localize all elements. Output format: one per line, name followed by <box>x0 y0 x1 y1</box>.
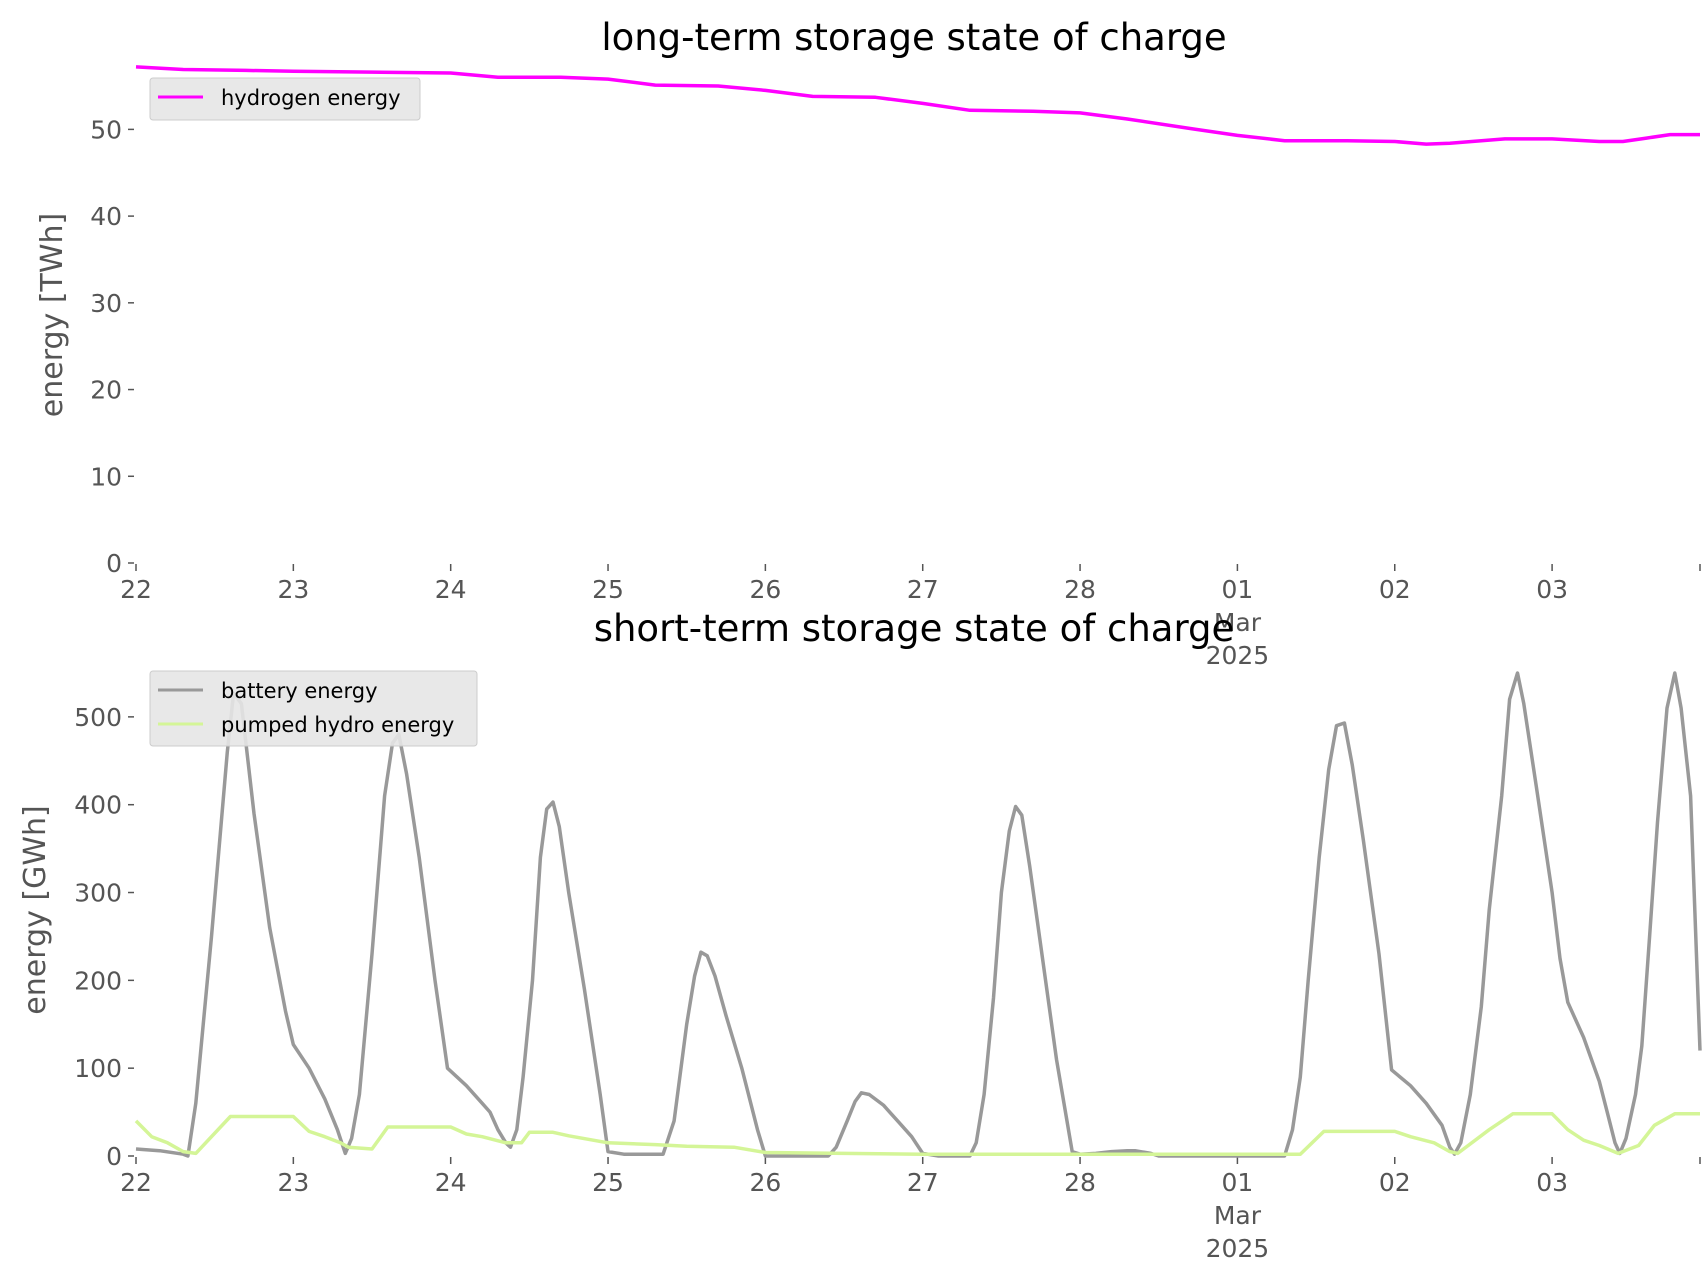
x-tick-sublabel: 2025 <box>1206 1234 1270 1263</box>
y-axis-label: energy [TWh] <box>35 213 70 417</box>
chart-title: short-term storage state of charge <box>594 607 1235 650</box>
x-tick-label: 22 <box>120 575 152 604</box>
legend-box <box>149 670 478 747</box>
short-term-storage-panel: short-term storage state of charge energ… <box>18 607 1702 1263</box>
x-tick-label: 26 <box>749 575 781 604</box>
x-tick-label: 23 <box>277 575 309 604</box>
y-tick-label: 400 <box>74 791 122 820</box>
long-term-storage-panel: long-term storage state of charge energy… <box>35 16 1701 670</box>
x-axis-ticks: 22 23 24 25 26 27 28 01 Mar 2025 02 03 <box>120 564 1701 670</box>
y-axis-label: energy [GWh] <box>18 805 53 1014</box>
y-tick-label: 30 <box>90 289 122 318</box>
series-line-0 <box>135 65 1700 146</box>
x-tick-label: 23 <box>277 1168 309 1197</box>
x-tick-label: 02 <box>1379 1168 1411 1197</box>
y-axis-ticks: 0 10 20 30 40 50 <box>90 115 134 578</box>
y-axis-ticks: 0 100 200 300 400 500 <box>74 703 134 1171</box>
series-line-1 <box>134 1112 1700 1156</box>
legend: hydrogen energy <box>149 77 421 121</box>
legend-box <box>149 77 421 121</box>
x-tick-label: 25 <box>592 575 624 604</box>
x-tick-sublabel: 2025 <box>1206 641 1270 670</box>
x-axis-ticks: 22 23 24 25 26 27 28 01 Mar 2025 02 03 <box>120 1157 1701 1263</box>
x-tick-label: 03 <box>1536 1168 1568 1197</box>
x-tick-label: 01 <box>1222 575 1254 604</box>
chart-title: long-term storage state of charge <box>601 16 1226 59</box>
x-tick-sublabel: Mar <box>1214 608 1262 637</box>
x-tick-label: 28 <box>1064 1168 1096 1197</box>
x-tick-label: 25 <box>592 1168 624 1197</box>
x-tick-label: 03 <box>1536 575 1568 604</box>
x-tick-label: 22 <box>120 1168 152 1197</box>
legend: battery energy pumped hydro energy <box>149 670 478 747</box>
x-tick-sublabel: Mar <box>1214 1201 1262 1230</box>
x-tick-label: 24 <box>435 575 467 604</box>
legend-label-hydrogen: hydrogen energy <box>221 86 401 110</box>
x-tick-label: 28 <box>1064 575 1096 604</box>
x-tick-label: 02 <box>1379 575 1411 604</box>
y-tick-label: 50 <box>90 115 122 144</box>
y-tick-label: 100 <box>74 1054 122 1083</box>
plot-lines <box>135 65 1700 146</box>
y-tick-label: 300 <box>74 879 122 908</box>
x-tick-label: 01 <box>1222 1168 1254 1197</box>
x-tick-label: 27 <box>907 575 939 604</box>
y-tick-label: 40 <box>90 202 122 231</box>
y-tick-label: 500 <box>74 703 122 732</box>
y-tick-label: 0 <box>106 549 122 578</box>
y-tick-label: 10 <box>90 462 122 491</box>
y-tick-label: 20 <box>90 376 122 405</box>
legend-label-battery: battery energy <box>221 679 378 703</box>
x-tick-label: 26 <box>749 1168 781 1197</box>
y-tick-label: 200 <box>74 966 122 995</box>
x-tick-label: 24 <box>435 1168 467 1197</box>
y-tick-label: 0 <box>106 1142 122 1171</box>
legend-label-pumped-hydro: pumped hydro energy <box>221 713 454 737</box>
x-tick-label: 27 <box>907 1168 939 1197</box>
